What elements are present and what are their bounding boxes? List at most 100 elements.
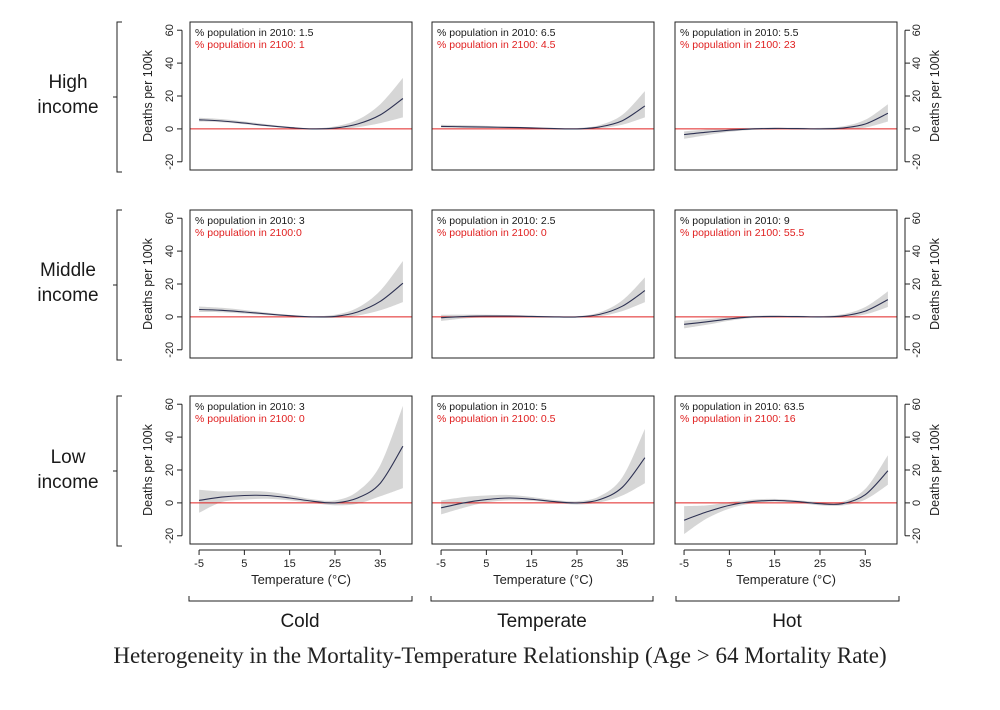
- row-label-line2: income: [37, 285, 99, 306]
- series-line: [684, 299, 889, 325]
- pop-2010-annotation: % population in 2010: 5.5: [680, 27, 799, 39]
- row-label-line1: High: [48, 72, 88, 93]
- y-tick-label: 40: [164, 57, 176, 69]
- column-label-hot: Hot: [772, 611, 802, 632]
- y-tick-label: 20: [911, 90, 923, 102]
- column-bracket: [675, 596, 900, 602]
- y-axis-title: Deaths per 100k: [928, 423, 942, 515]
- pop-2100-annotation: % population in 2100: 0: [437, 227, 547, 239]
- y-tick-label: 0: [164, 126, 176, 132]
- x-tick-label: 15: [769, 558, 781, 570]
- series-line: [199, 98, 404, 130]
- series-line: [199, 282, 404, 318]
- series-line: [683, 470, 889, 521]
- pop-2100-annotation: % population in 2100: 23: [680, 39, 796, 51]
- panel-frame: [189, 209, 413, 359]
- x-tick-label: 25: [571, 558, 583, 570]
- x-axis-title: Temperature (°C): [251, 572, 351, 587]
- pop-2010-annotation: % population in 2010: 6.5: [437, 27, 556, 39]
- y-tick-label: 20: [911, 464, 923, 476]
- y-tick-label: 40: [911, 57, 923, 69]
- confidence-band: [684, 104, 888, 139]
- y-tick-label: 60: [164, 24, 176, 36]
- x-tick-label: 35: [374, 558, 386, 570]
- y-tick-label: -20: [164, 528, 176, 544]
- y-tick-label: -20: [911, 154, 923, 170]
- row-label-line2: income: [37, 97, 99, 118]
- x-axis-title: Temperature (°C): [736, 572, 836, 587]
- y-tick-label: 20: [164, 464, 176, 476]
- x-tick-label: 15: [284, 558, 296, 570]
- x-tick-label: 25: [814, 558, 826, 570]
- y-axis-title: Deaths per 100k: [928, 49, 942, 141]
- y-tick-label: 20: [911, 278, 923, 290]
- x-tick-label: -5: [194, 558, 204, 570]
- confidence-band: [684, 455, 888, 535]
- pop-2010-annotation: % population in 2010: 5: [437, 401, 547, 413]
- y-tick-label: -20: [911, 528, 923, 544]
- series-line: [199, 445, 404, 504]
- pop-2100-annotation: % population in 2100: 4.5: [437, 39, 556, 51]
- x-tick-label: 5: [726, 558, 732, 570]
- row-label-line1: Middle: [40, 260, 96, 281]
- y-tick-label: 0: [911, 126, 923, 132]
- y-tick-label: 0: [911, 314, 923, 320]
- y-tick-label: 60: [911, 398, 923, 410]
- pop-2010-annotation: % population in 2010: 3: [195, 401, 305, 413]
- x-tick-label: -5: [679, 558, 689, 570]
- y-tick-label: 40: [911, 431, 923, 443]
- confidence-band: [441, 91, 645, 130]
- pop-2100-annotation: % population in 2100: 1: [195, 39, 305, 51]
- y-tick-label: 40: [911, 245, 923, 257]
- row-label-middle-income: Middle income: [18, 258, 118, 308]
- x-tick-label: 35: [616, 558, 628, 570]
- confidence-band: [684, 291, 888, 329]
- y-tick-label: 20: [164, 278, 176, 290]
- pop-2010-annotation: % population in 2010: 1.5: [195, 27, 314, 39]
- pop-2010-annotation: % population in 2010: 2.5: [437, 215, 556, 227]
- confidence-band: [441, 277, 645, 321]
- series-line: [684, 112, 889, 136]
- y-tick-label: 40: [164, 245, 176, 257]
- y-tick-label: 40: [164, 431, 176, 443]
- column-label-cold: Cold: [280, 611, 320, 632]
- x-tick-label: -5: [436, 558, 446, 570]
- figure-caption: Heterogeneity in the Mortality-Temperatu…: [113, 643, 887, 668]
- x-tick-label: 25: [329, 558, 341, 570]
- y-tick-label: -20: [911, 342, 923, 358]
- row-label-low-income: Low income: [18, 445, 118, 495]
- y-tick-label: 60: [164, 398, 176, 410]
- series-line: [441, 105, 646, 130]
- x-tick-label: 35: [859, 558, 871, 570]
- column-bracket: [188, 596, 413, 602]
- series-line: [441, 290, 646, 319]
- pop-2100-annotation: % population in 2100: 0: [195, 413, 305, 425]
- panel-frame: [189, 21, 413, 171]
- x-tick-label: 5: [483, 558, 489, 570]
- pop-2010-annotation: % population in 2010: 3: [195, 215, 305, 227]
- row-label-high-income: High income: [18, 70, 118, 120]
- y-tick-label: 60: [911, 212, 923, 224]
- pop-2100-annotation: % population in 2100: 16: [680, 413, 796, 425]
- series-line: [440, 457, 646, 509]
- panel-frame: [674, 395, 898, 545]
- y-tick-label: 0: [911, 500, 923, 506]
- y-tick-label: 60: [911, 24, 923, 36]
- y-axis-title: Deaths per 100k: [141, 423, 155, 515]
- y-tick-label: -20: [164, 342, 176, 358]
- x-tick-label: 15: [526, 558, 538, 570]
- panel-frame: [189, 395, 413, 545]
- panel-frame: [674, 209, 898, 359]
- row-label-line2: income: [37, 472, 99, 493]
- confidence-band: [441, 428, 645, 515]
- y-axis-title: Deaths per 100k: [928, 237, 942, 329]
- y-axis-title: Deaths per 100k: [141, 237, 155, 329]
- pop-2100-annotation: % population in 2100:0: [195, 227, 302, 239]
- column-label-temperate: Temperate: [497, 611, 587, 632]
- y-tick-label: 0: [164, 314, 176, 320]
- pop-2010-annotation: % population in 2010: 63.5: [680, 401, 805, 413]
- panel-frame: [431, 395, 655, 545]
- y-tick-label: -20: [164, 154, 176, 170]
- panel-frame: [674, 21, 898, 171]
- y-tick-label: 20: [164, 90, 176, 102]
